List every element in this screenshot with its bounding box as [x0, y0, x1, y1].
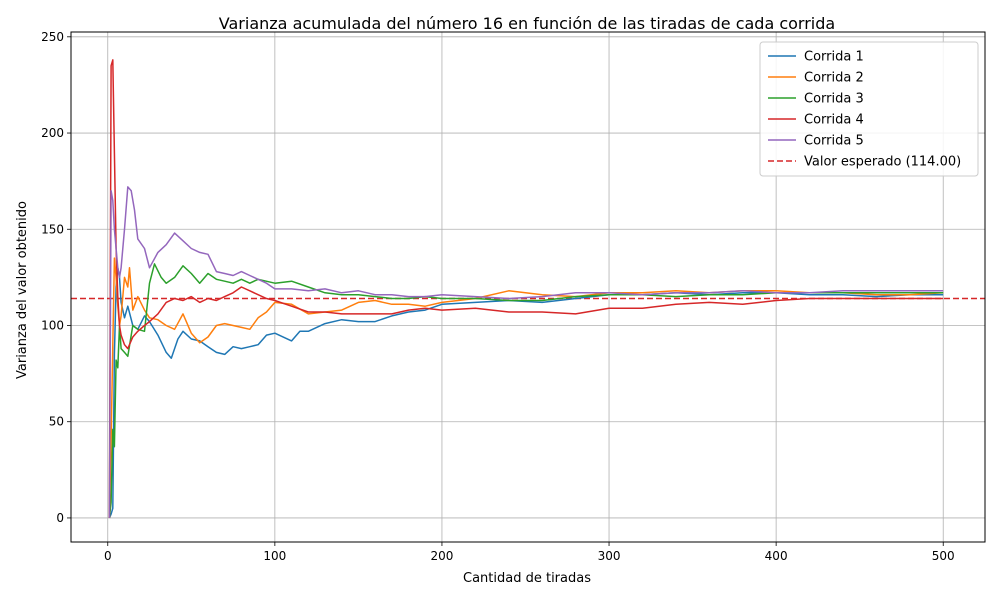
x-tick-label: 500 — [932, 549, 955, 563]
y-tick-label: 150 — [41, 222, 64, 236]
series-line-corrida-4 — [108, 59, 944, 518]
legend-label: Corrida 2 — [804, 71, 864, 86]
series-line-corrida-2 — [108, 257, 944, 518]
y-axis-label: Varianza del valor obtenido — [15, 201, 30, 379]
ticks: 0 100 200 300 400 500 0 50 100 150 200 250 — [41, 30, 955, 563]
legend-label: Corrida 1 — [804, 50, 864, 65]
chart-title: Varianza acumulada del número 16 en func… — [219, 14, 835, 33]
x-tick-label: 100 — [263, 549, 286, 563]
x-tick-label: 400 — [765, 549, 788, 563]
y-tick-label: 200 — [41, 126, 64, 140]
series-line-corrida-5 — [108, 186, 944, 518]
y-tick-label: 100 — [41, 318, 64, 332]
x-tick-label: 300 — [598, 549, 621, 563]
y-tick-label: 0 — [56, 511, 64, 525]
legend: Corrida 1 Corrida 2 Corrida 3 Corrida 4 Corr… — [759, 41, 979, 177]
axes-frame — [70, 31, 986, 543]
x-tick-label: 200 — [430, 549, 453, 563]
y-tick-label: 250 — [41, 30, 64, 44]
legend-label: Corrida 4 — [804, 113, 864, 128]
x-axis-label: Cantidad de tiradas — [463, 571, 591, 586]
legend-label: Corrida 3 — [804, 92, 864, 107]
legend-label: Corrida 5 — [804, 134, 864, 149]
y-tick-label: 50 — [49, 415, 64, 429]
legend-box — [759, 41, 979, 177]
legend-label: Valor esperado (114.00) — [804, 155, 961, 170]
series-layer — [108, 59, 944, 519]
x-tick-label: 0 — [104, 549, 112, 563]
